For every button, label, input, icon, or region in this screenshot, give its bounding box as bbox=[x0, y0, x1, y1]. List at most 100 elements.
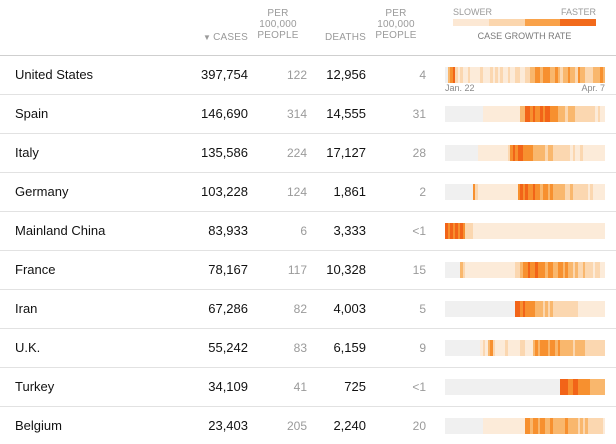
country-name: U.K. bbox=[15, 340, 41, 355]
growth-day-cell bbox=[585, 223, 588, 239]
growth-day-cell bbox=[475, 379, 478, 395]
growth-day-cell bbox=[445, 106, 448, 122]
deaths-value: 6,159 bbox=[333, 340, 366, 355]
growth-day-cell bbox=[540, 379, 543, 395]
growth-day-cell bbox=[447, 184, 450, 200]
cases-per-100k-value: 224 bbox=[286, 146, 307, 160]
growth-day-cell bbox=[530, 418, 533, 434]
growth-day-cell bbox=[505, 145, 508, 161]
table-row[interactable]: Italy 135,586 224 17,127 28 bbox=[0, 134, 616, 173]
growth-day-cell bbox=[557, 379, 560, 395]
cases-value: 78,167 bbox=[208, 262, 248, 277]
growth-day-cell bbox=[482, 106, 485, 122]
growth-day-cell bbox=[480, 379, 483, 395]
growth-rate-legend: Slower Faster Case growth rate bbox=[453, 7, 596, 47]
growth-day-cell bbox=[585, 145, 588, 161]
growth-day-cell bbox=[482, 145, 485, 161]
growth-day-cell bbox=[585, 67, 588, 83]
growth-day-cell bbox=[555, 262, 558, 278]
growth-day-cell bbox=[552, 262, 555, 278]
cases-per-100k-value: 122 bbox=[286, 68, 307, 82]
growth-day-cell bbox=[562, 223, 565, 239]
growth-day-cell bbox=[575, 340, 578, 356]
table-row[interactable]: Turkey 34,109 41 725 <1 bbox=[0, 368, 616, 407]
table-row[interactable]: France 78,167 117 10,328 15 bbox=[0, 251, 616, 290]
growth-day-cell bbox=[562, 301, 565, 317]
growth-day-cell bbox=[472, 262, 475, 278]
growth-day-cell bbox=[510, 301, 513, 317]
growth-day-cell bbox=[480, 340, 483, 356]
growth-day-cell bbox=[560, 67, 563, 83]
growth-day-cell bbox=[480, 184, 483, 200]
growth-day-cell bbox=[467, 67, 470, 83]
growth-day-cell bbox=[472, 145, 475, 161]
column-header-deaths[interactable]: Deaths bbox=[308, 32, 366, 43]
growth-day-cell bbox=[487, 145, 490, 161]
growth-day-cell bbox=[567, 223, 570, 239]
growth-day-cell bbox=[482, 418, 485, 434]
growth-day-cell bbox=[587, 184, 590, 200]
table-row[interactable]: Spain 146,690 314 14,555 31 bbox=[0, 95, 616, 134]
growth-day-cell bbox=[485, 223, 488, 239]
column-header-deaths-per-100k[interactable]: Per 100,000 people bbox=[366, 8, 426, 41]
growth-day-cell bbox=[445, 145, 448, 161]
growth-day-cell bbox=[497, 301, 500, 317]
growth-day-cell bbox=[595, 301, 598, 317]
growth-day-cell bbox=[487, 262, 490, 278]
growth-day-cell bbox=[515, 301, 518, 317]
growth-day-cell bbox=[570, 67, 573, 83]
case-growth-strip bbox=[445, 379, 605, 395]
growth-day-cell bbox=[470, 262, 473, 278]
growth-day-cell bbox=[597, 67, 600, 83]
growth-day-cell bbox=[492, 418, 495, 434]
growth-day-cell bbox=[585, 340, 588, 356]
growth-day-cell bbox=[602, 67, 605, 83]
growth-day-cell bbox=[590, 184, 593, 200]
column-header-cases[interactable]: ▼ Cases bbox=[150, 32, 248, 43]
table-row[interactable]: Belgium 23,403 205 2,240 20 bbox=[0, 407, 616, 444]
growth-day-cell bbox=[567, 145, 570, 161]
growth-day-cell bbox=[450, 340, 453, 356]
table-row[interactable]: Mainland China 83,933 6 3,333 <1 bbox=[0, 212, 616, 251]
column-header-cases-per-100k[interactable]: Per 100,000 people bbox=[248, 8, 308, 41]
growth-day-cell bbox=[462, 184, 465, 200]
growth-day-cell bbox=[522, 106, 525, 122]
growth-day-cell bbox=[585, 184, 588, 200]
growth-day-cell bbox=[482, 223, 485, 239]
table-row[interactable]: Iran 67,286 82 4,003 5 bbox=[0, 290, 616, 329]
growth-day-cell bbox=[497, 184, 500, 200]
growth-day-cell bbox=[540, 106, 543, 122]
growth-day-cell bbox=[532, 184, 535, 200]
growth-day-cell bbox=[497, 418, 500, 434]
growth-day-cell bbox=[590, 145, 593, 161]
growth-day-cell bbox=[555, 67, 558, 83]
growth-day-cell bbox=[477, 301, 480, 317]
table-row[interactable]: United States 397,754 122 12,956 4 Jan. 22 Apr… bbox=[0, 56, 616, 95]
growth-day-cell bbox=[447, 340, 450, 356]
growth-day-cell bbox=[552, 106, 555, 122]
table-row[interactable]: Germany 103,228 124 1,861 2 bbox=[0, 173, 616, 212]
deaths-value: 17,127 bbox=[326, 145, 366, 160]
growth-day-cell bbox=[527, 379, 530, 395]
growth-day-cell bbox=[530, 184, 533, 200]
growth-day-cell bbox=[547, 418, 550, 434]
growth-day-cell bbox=[592, 106, 595, 122]
growth-day-cell bbox=[542, 106, 545, 122]
growth-day-cell bbox=[577, 418, 580, 434]
growth-day-cell bbox=[602, 418, 605, 434]
table-row[interactable]: U.K. 55,242 83 6,159 9 bbox=[0, 329, 616, 368]
growth-day-cell bbox=[570, 301, 573, 317]
growth-day-cell bbox=[465, 67, 468, 83]
growth-day-cell bbox=[510, 379, 513, 395]
growth-day-cell bbox=[567, 418, 570, 434]
growth-day-cell bbox=[475, 262, 478, 278]
growth-day-cell bbox=[485, 379, 488, 395]
growth-day-cell bbox=[475, 301, 478, 317]
legend-title: Case growth rate bbox=[477, 31, 572, 41]
growth-day-cell bbox=[592, 418, 595, 434]
growth-day-cell bbox=[450, 67, 453, 83]
growth-day-cell bbox=[525, 145, 528, 161]
country-name: Germany bbox=[15, 184, 69, 199]
growth-day-cell bbox=[495, 418, 498, 434]
cases-per-line-3: people bbox=[257, 30, 299, 41]
